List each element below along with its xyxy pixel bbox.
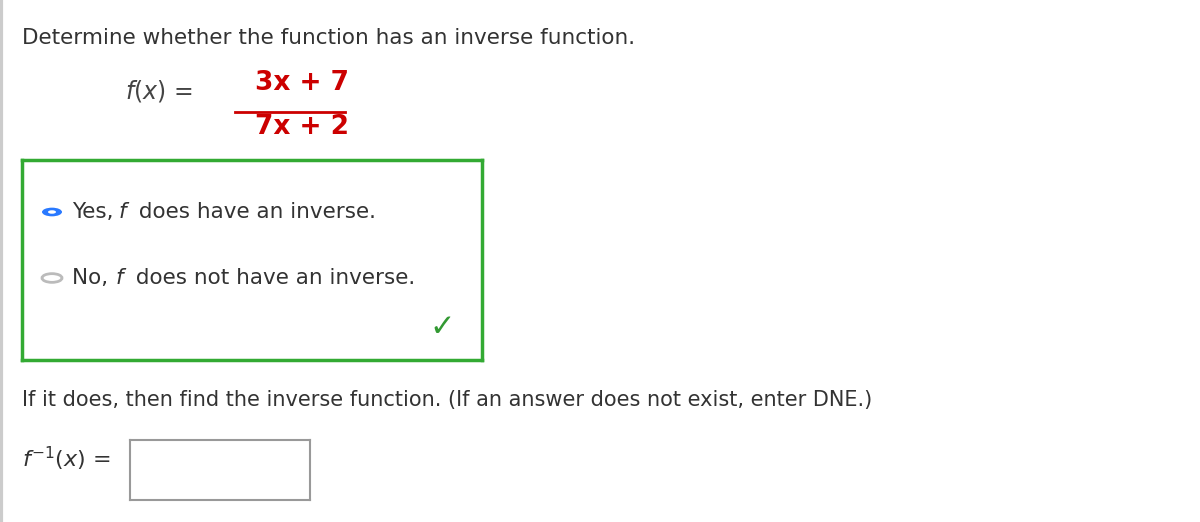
Text: $\it{f}$$(x)$ =: $\it{f}$$(x)$ = [125,78,192,104]
Text: f: f [116,268,124,288]
Text: 7x + 2: 7x + 2 [256,114,349,140]
Text: Determine whether the function has an inverse function.: Determine whether the function has an in… [22,28,635,48]
Text: ✓: ✓ [430,313,455,342]
Text: f: f [119,202,127,222]
Text: $f^{-1}$$(x)$ =: $f^{-1}$$(x)$ = [22,445,110,473]
Text: 3x + 7: 3x + 7 [256,70,349,96]
Circle shape [42,208,62,216]
Text: No,: No, [72,268,115,288]
Text: If it does, then find the inverse function. (If an answer does not exist, enter : If it does, then find the inverse functi… [22,390,872,410]
Text: does not have an inverse.: does not have an inverse. [130,268,415,288]
Text: Yes,: Yes, [72,202,120,222]
Text: does have an inverse.: does have an inverse. [132,202,376,222]
Circle shape [42,274,62,282]
Circle shape [48,210,56,213]
